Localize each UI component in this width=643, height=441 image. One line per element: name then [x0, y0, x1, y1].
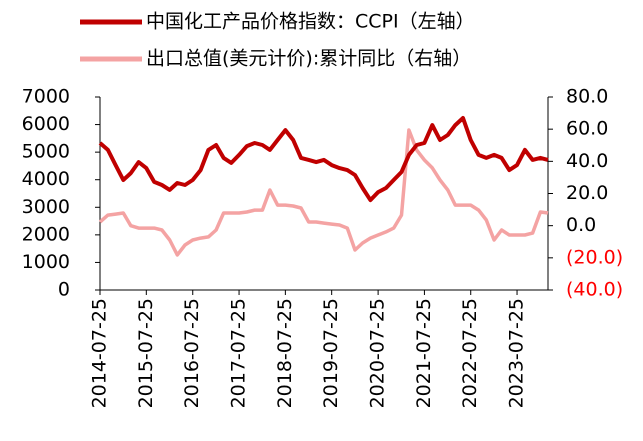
x-tick-label: 2021-07-25 [413, 298, 435, 408]
x-tick-label: 2015-07-25 [135, 298, 157, 408]
y-tick-label: 1000 [22, 251, 70, 273]
y-tick-label: 7000 [22, 86, 70, 108]
y2-tick-label: 40.0 [566, 150, 608, 172]
y-tick-label: 2000 [22, 223, 70, 245]
x-tick-label: 2014-07-25 [89, 298, 111, 408]
x-tick-label: 2023-07-25 [506, 298, 528, 408]
legend-label: 出口总值(美元计价):累计同比（右轴） [146, 48, 471, 70]
y-tick-label: 6000 [22, 113, 70, 135]
y2-tick-label: 60.0 [566, 118, 608, 140]
x-tick-label: 2019-07-25 [320, 298, 342, 408]
y-tick-label: 4000 [22, 168, 70, 190]
y2-tick-label: 20.0 [566, 182, 608, 204]
x-tick-label: 2016-07-25 [181, 298, 203, 408]
x-tick-label: 2020-07-25 [367, 298, 389, 408]
x-tick-label: 2017-07-25 [228, 298, 250, 408]
y2-tick-label: (40.0) [566, 279, 623, 301]
y-tick-label: 3000 [22, 196, 70, 218]
y-tick-label: 5000 [22, 141, 70, 163]
y2-tick-label: 0.0 [566, 214, 596, 236]
x-tick-label: 2018-07-25 [274, 298, 296, 408]
y-tick-label: 0 [58, 279, 70, 301]
y2-tick-label: (20.0) [566, 246, 623, 268]
series-line [98, 128, 549, 257]
legend-label: 中国化工产品价格指数：CCPI（左轴） [146, 11, 475, 33]
x-tick-label: 2022-07-25 [459, 298, 481, 408]
y2-tick-label: 80.0 [566, 86, 608, 108]
series-line [98, 116, 549, 203]
